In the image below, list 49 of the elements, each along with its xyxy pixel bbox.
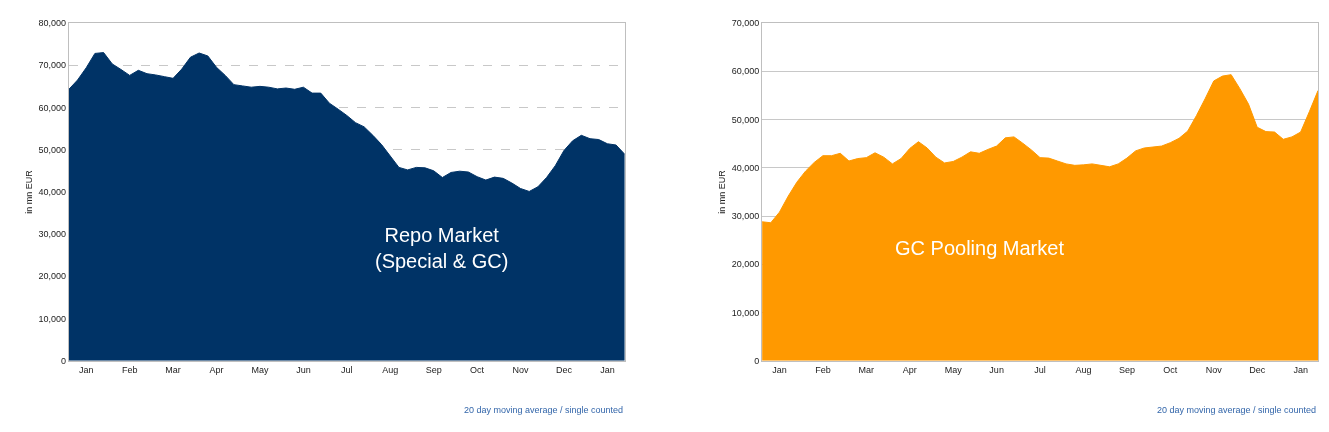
x-tick-label: Jan: [600, 364, 615, 375]
y-tick-label: 60,000: [731, 66, 760, 77]
y-tick-label: 70,000: [731, 18, 760, 29]
y-tick-label: 30,000: [38, 229, 67, 240]
x-tick-label: Jul: [341, 364, 353, 375]
x-tick-label: Aug: [1075, 364, 1092, 375]
annotation: Repo Market (Special & GC): [375, 224, 509, 272]
x-tick-label: May: [251, 364, 269, 375]
text: 20 day moving average / single counted: [464, 405, 624, 415]
x-tick-label: Jun: [296, 364, 311, 375]
x-tick-label: Aug: [382, 364, 399, 375]
x-tick-label: Mar: [858, 364, 875, 375]
y-tick-label: 40,000: [38, 187, 67, 198]
y-tick-label: 20,000: [38, 271, 67, 282]
annotation: GC Pooling Market: [895, 237, 1065, 259]
x-tick-label: Dec: [1249, 364, 1266, 375]
y-tick-label: 50,000: [731, 114, 760, 125]
x-tick-label: May: [944, 364, 963, 375]
x-tick-label: Dec: [555, 364, 573, 375]
y-tick-label: 0: [754, 355, 760, 366]
y-tick-label: 80,000: [38, 18, 67, 29]
x-tick-label: Sep: [425, 364, 442, 375]
x-tick-label: Jan: [78, 364, 94, 375]
x-tick-label: Jun: [989, 364, 1004, 375]
y-axis-title: in mn EUR: [23, 169, 34, 214]
x-tick-label: Mar: [165, 364, 181, 375]
text: 20 day moving average / single counted: [1157, 405, 1317, 415]
y-tick-label: 70,000: [38, 60, 67, 71]
x-tick-label: Feb: [121, 364, 138, 375]
x-tick-label: Oct: [470, 364, 485, 375]
x-tick-label: Jan: [772, 364, 787, 375]
x-tick-label: Nov: [1205, 364, 1223, 375]
y-tick-label: 20,000: [731, 259, 760, 270]
y-tick-label: 50,000: [38, 144, 67, 155]
y-tick-label: 30,000: [731, 211, 760, 222]
x-tick-label: Apr: [209, 364, 224, 375]
y-tick-label: 60,000: [38, 102, 67, 113]
x-tick-label: Jan: [1293, 364, 1308, 375]
x-tick-label: Oct: [1163, 364, 1178, 375]
x-tick-label: Sep: [1118, 364, 1135, 375]
y-tick-label: 10,000: [731, 307, 760, 318]
y-tick-label: 0: [61, 355, 67, 366]
x-tick-label: Feb: [815, 364, 831, 375]
x-tick-label: Nov: [512, 364, 530, 375]
y-axis-title: in mn EUR: [717, 169, 728, 214]
y-tick-label: 10,000: [38, 313, 67, 324]
y-tick-label: 40,000: [731, 162, 760, 173]
x-tick-label: Apr: [902, 364, 917, 375]
x-tick-label: Jul: [1034, 364, 1046, 375]
